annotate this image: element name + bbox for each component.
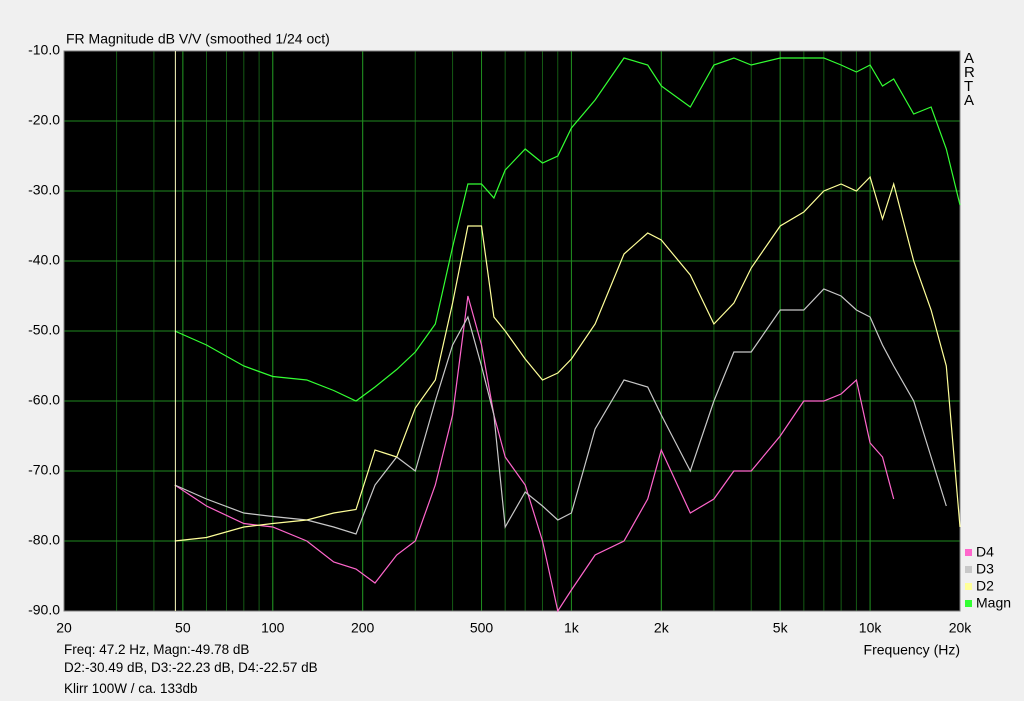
legend-label: D4 bbox=[976, 544, 994, 560]
x-tick-label: 1k bbox=[564, 620, 580, 636]
legend-swatch bbox=[965, 600, 972, 607]
series-line bbox=[174, 175, 961, 542]
legend-label: D3 bbox=[976, 561, 994, 577]
y-tick-label: -60.0 bbox=[28, 392, 60, 408]
x-tick-label: 500 bbox=[470, 620, 494, 636]
legend-swatch bbox=[965, 566, 972, 573]
legend-swatch bbox=[965, 583, 972, 590]
info-line: D2:-30.49 dB, D3:-22.23 dB, D4:-22.57 dB bbox=[64, 660, 318, 675]
x-tick-label: 200 bbox=[351, 620, 375, 636]
x-tick-label: 20 bbox=[56, 620, 72, 636]
x-tick-label: 20k bbox=[949, 620, 973, 636]
chart-title: FR Magnitude dB V/V (smoothed 1/24 oct) bbox=[66, 31, 330, 47]
side-label: ARTA bbox=[964, 50, 975, 109]
y-tick-label: -40.0 bbox=[28, 252, 60, 268]
y-tick-label: -50.0 bbox=[28, 322, 60, 338]
x-tick-label: 5k bbox=[773, 620, 789, 636]
legend-swatch bbox=[965, 549, 972, 556]
series-line bbox=[174, 57, 961, 402]
legend-label: D2 bbox=[976, 578, 994, 594]
y-tick-label: -30.0 bbox=[28, 182, 60, 198]
series-line bbox=[174, 288, 947, 535]
y-tick-label: -80.0 bbox=[28, 532, 60, 548]
x-tick-label: 10k bbox=[859, 620, 883, 636]
y-tick-label: -70.0 bbox=[28, 462, 60, 478]
series-line bbox=[174, 295, 895, 613]
legend-label: Magn bbox=[976, 595, 1011, 611]
x-tick-label: 2k bbox=[654, 620, 670, 636]
y-tick-label: -90.0 bbox=[28, 602, 60, 618]
plot-border bbox=[63, 50, 961, 612]
x-tick-label: 100 bbox=[261, 620, 285, 636]
y-tick-label: -20.0 bbox=[28, 112, 60, 128]
y-tick-label: -10.0 bbox=[28, 42, 60, 58]
info-line: Klirr 100W / ca. 133db bbox=[64, 681, 198, 696]
x-axis-label: Frequency (Hz) bbox=[864, 642, 960, 658]
info-line: Freq: 47.2 Hz, Magn:-49.78 dB bbox=[64, 642, 250, 657]
x-tick-label: 50 bbox=[175, 620, 191, 636]
